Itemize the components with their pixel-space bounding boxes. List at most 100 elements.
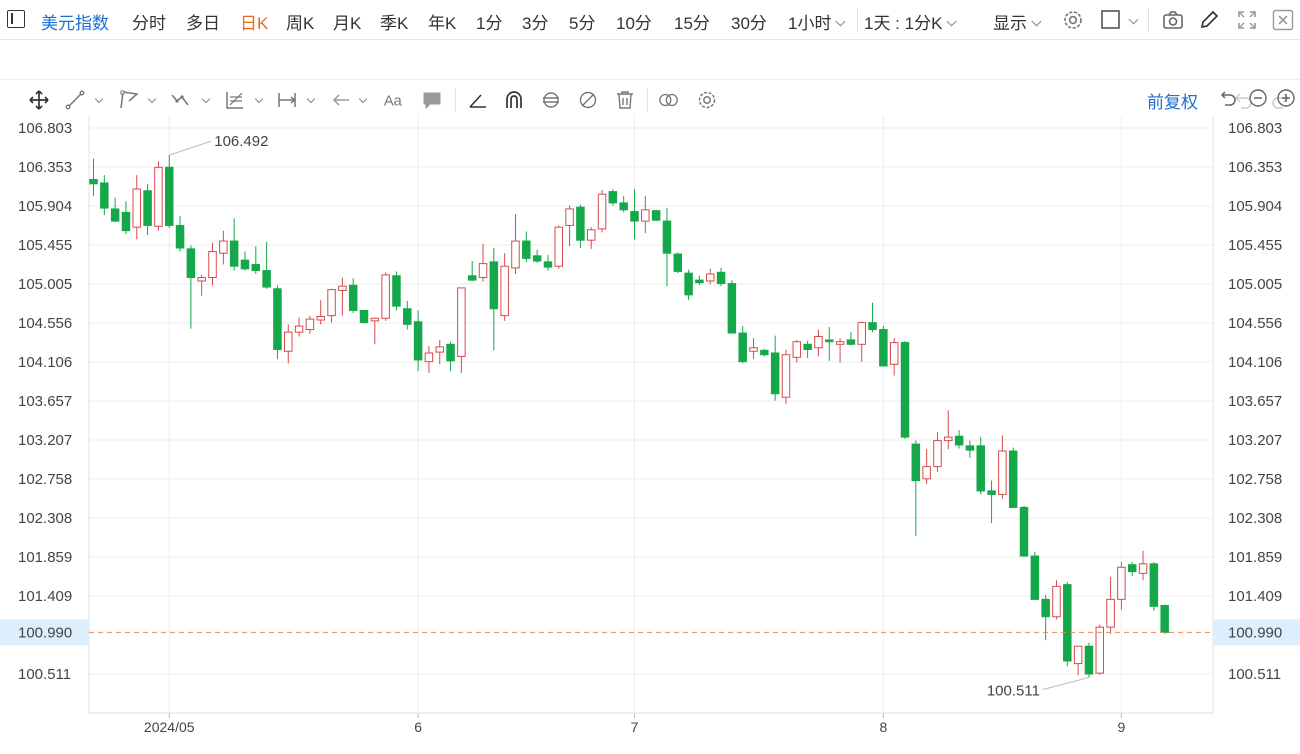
candle-body xyxy=(944,436,953,442)
fibonacci-grid-icon[interactable] xyxy=(224,89,246,111)
y-tick-label-left: 102.758 xyxy=(18,471,72,488)
candle-body xyxy=(651,210,661,221)
wave-pattern-icon[interactable] xyxy=(170,89,192,111)
hide-drawings-icon[interactable] xyxy=(577,89,599,111)
candle-body xyxy=(435,346,444,353)
candle-body xyxy=(478,263,488,278)
candle-body xyxy=(673,253,683,272)
candle-body xyxy=(229,240,239,267)
candle-body xyxy=(1106,598,1115,628)
candle-body xyxy=(868,322,877,331)
sidebar-toggle-icon[interactable] xyxy=(7,10,25,28)
candle-body xyxy=(197,276,206,282)
y-tick-label-left: 104.106 xyxy=(18,354,72,371)
candle-body xyxy=(273,288,282,351)
magnet-icon[interactable] xyxy=(503,89,525,111)
chevron-down-icon[interactable] xyxy=(1128,14,1139,25)
candle-body xyxy=(933,440,942,468)
fullscreen-icon[interactable] xyxy=(1236,9,1258,31)
angle-icon[interactable] xyxy=(467,89,489,111)
adjust-mode-button[interactable]: 前复权 xyxy=(1147,93,1198,112)
arrow-left-icon[interactable] xyxy=(330,89,352,111)
compare-icon[interactable] xyxy=(658,89,680,111)
zoom-in-icon[interactable] xyxy=(1276,88,1296,108)
candle-body xyxy=(208,250,217,278)
period-tab-yearly[interactable]: 年K xyxy=(428,14,457,33)
candle-body xyxy=(662,220,672,254)
candle-body xyxy=(1041,598,1050,618)
settings-gear-icon[interactable] xyxy=(1062,9,1084,31)
chevron-down-icon[interactable] xyxy=(306,94,316,104)
pencil-icon[interactable] xyxy=(1198,9,1220,31)
drawing-toolbar: Aa xyxy=(0,40,1300,112)
candle-body xyxy=(522,240,531,259)
move-icon[interactable] xyxy=(28,89,50,111)
period-tab-daily[interactable]: 日K xyxy=(240,14,269,33)
candle-body xyxy=(1052,585,1061,618)
kline-mode-label: 1天 : 1分K xyxy=(864,14,943,33)
candle-body xyxy=(89,178,98,185)
period-tab-quarterly[interactable]: 季K xyxy=(380,14,409,33)
candle-body xyxy=(781,354,791,398)
chart-settings-icon[interactable] xyxy=(696,89,718,111)
candle-body xyxy=(846,339,856,345)
chevron-down-icon[interactable] xyxy=(147,94,157,104)
hour-dropdown[interactable]: 1小时 xyxy=(788,9,846,34)
candle-body xyxy=(792,341,802,358)
trend-line-icon[interactable] xyxy=(64,89,86,111)
y-tick-label-right: 100.511 xyxy=(1228,666,1281,683)
period-tab-10min[interactable]: 10分 xyxy=(616,14,652,33)
chart-annotations: 100.990 100.990 106.492 100.511 xyxy=(0,133,1300,699)
period-tab-5min[interactable]: 5分 xyxy=(569,14,596,33)
candle-body xyxy=(749,347,758,352)
chevron-down-icon[interactable] xyxy=(94,94,104,104)
comment-icon[interactable] xyxy=(421,89,443,111)
period-tab-multiday[interactable]: 多日 xyxy=(186,14,220,33)
period-tab-monthly[interactable]: 月K xyxy=(333,14,362,33)
candlestick-chart[interactable]: 106.803 106.803 106.353 106.353 105.904 105.9… xyxy=(0,115,1300,754)
lock-drawings-icon[interactable] xyxy=(540,89,562,111)
min-label-pointer xyxy=(1042,676,1090,690)
candle-body xyxy=(814,335,823,349)
period-tab-15min[interactable]: 15分 xyxy=(674,14,710,33)
candle-body xyxy=(619,202,628,211)
close-icon[interactable] xyxy=(1272,9,1294,31)
candle-body xyxy=(770,352,780,395)
period-tab-intraday[interactable]: 分时 xyxy=(132,14,166,33)
chart-axes: 106.803 106.803 106.353 106.353 105.904 105.9… xyxy=(18,120,1282,735)
chevron-down-icon[interactable] xyxy=(254,94,264,104)
candle-body xyxy=(338,285,347,292)
symbol-name[interactable]: 美元指数 xyxy=(41,14,109,33)
y-tick-label-left: 103.207 xyxy=(18,432,72,449)
text-tool-icon[interactable]: Aa xyxy=(383,89,405,111)
layout-square-icon[interactable] xyxy=(1100,9,1122,31)
camera-icon[interactable] xyxy=(1162,9,1184,31)
candle-body xyxy=(565,208,574,226)
kline-mode-dropdown[interactable]: 1天 : 1分K xyxy=(864,9,957,34)
period-tab-3min[interactable]: 3分 xyxy=(522,14,549,33)
period-tab-weekly[interactable]: 周K xyxy=(286,14,315,33)
candle-body xyxy=(186,248,196,278)
candle-body xyxy=(132,188,142,228)
chevron-down-icon[interactable] xyxy=(358,94,368,104)
candle-body xyxy=(413,321,423,361)
trash-icon[interactable] xyxy=(614,89,636,111)
candle-body xyxy=(110,208,120,222)
candle-body xyxy=(597,193,607,230)
current-price-tag-left xyxy=(0,619,89,646)
candle-body xyxy=(576,206,585,241)
chevron-down-icon[interactable] xyxy=(201,94,211,104)
candle-body xyxy=(143,190,152,226)
candle-body xyxy=(1160,604,1169,633)
measure-range-icon[interactable] xyxy=(276,89,298,111)
period-tab-30min[interactable]: 30分 xyxy=(731,14,767,33)
y-tick-label-left: 104.556 xyxy=(18,315,72,332)
chevron-down-icon xyxy=(836,16,846,27)
candle-body xyxy=(1138,563,1148,574)
zoom-out-icon[interactable] xyxy=(1248,88,1268,108)
reset-icon[interactable] xyxy=(1219,88,1239,108)
period-tab-1min[interactable]: 1分 xyxy=(476,14,503,33)
display-dropdown[interactable]: 显示 xyxy=(993,9,1042,34)
polygon-line-icon[interactable] xyxy=(118,89,140,111)
candle-body xyxy=(716,271,726,285)
